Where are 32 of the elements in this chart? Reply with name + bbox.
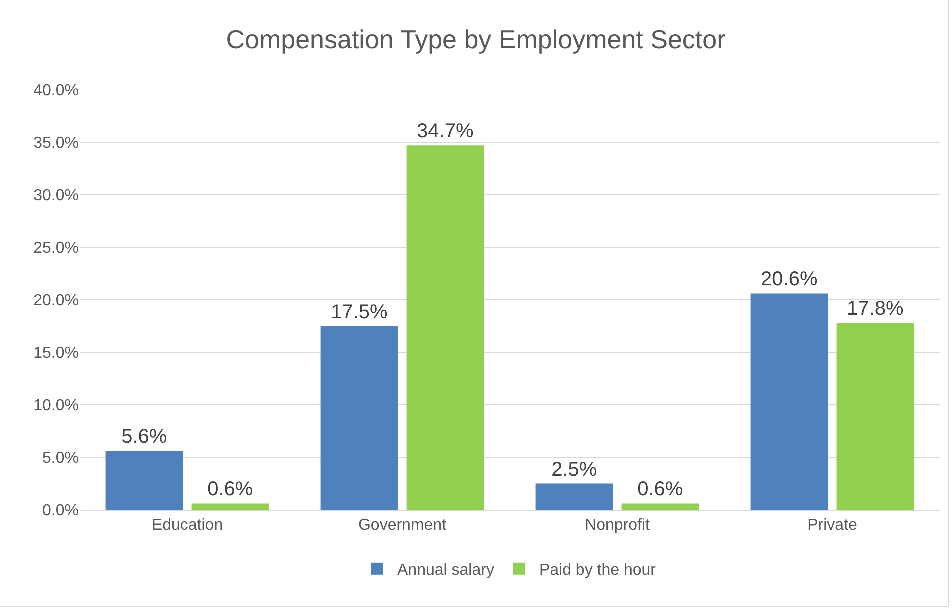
legend-label: Annual salary	[398, 562, 494, 580]
y-tick-label: 5.0%	[42, 450, 79, 468]
bar	[750, 294, 828, 510]
x-tick-label: Education	[152, 517, 224, 534]
data-label: 0.6%	[638, 478, 684, 501]
data-label: 17.8%	[847, 298, 904, 320]
y-tick-label: 20.0%	[34, 292, 79, 310]
y-tick-label: 15.0%	[34, 345, 79, 362]
data-label: 5.6%	[122, 426, 168, 448]
y-tick-label: 10.0%	[34, 398, 79, 415]
y-tick-label: 0.0%	[42, 502, 79, 520]
bar	[406, 146, 484, 510]
y-tick-label: 30.0%	[34, 188, 79, 205]
data-label: 0.6%	[208, 478, 254, 501]
data-label: 34.7%	[417, 120, 474, 143]
y-tick-label: 40.0%	[34, 82, 79, 100]
bar	[536, 484, 614, 510]
x-tick-label: Private	[808, 517, 858, 534]
bar	[836, 323, 914, 510]
bar	[320, 326, 398, 510]
data-label: 2.5%	[552, 458, 598, 481]
chart-title: Compensation Type by Employment Sector	[226, 24, 726, 55]
y-tick-label: 25.0%	[34, 240, 79, 258]
bar	[106, 451, 184, 510]
y-tick-label: 35.0%	[34, 135, 79, 152]
bar	[622, 504, 700, 510]
bar	[192, 504, 270, 510]
x-tick-label: Government	[358, 517, 448, 534]
x-tick-label: Nonprofit	[585, 517, 651, 534]
data-label: 17.5%	[331, 301, 388, 324]
legend-label: Paid by the hour	[539, 562, 657, 580]
data-label: 20.6%	[761, 268, 818, 291]
